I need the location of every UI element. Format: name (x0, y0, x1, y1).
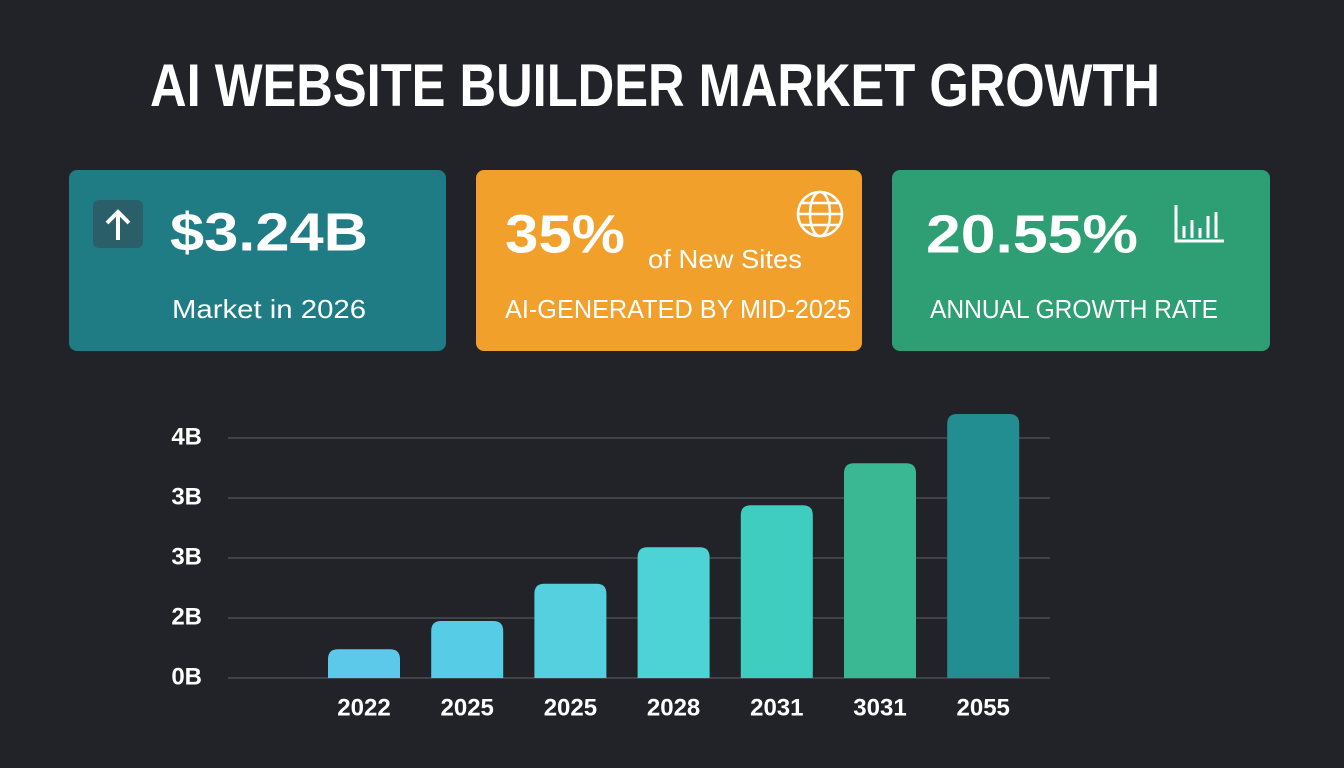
y-tick-label: 4B (171, 423, 202, 450)
globe-icon (796, 190, 844, 238)
x-tick-label: 2022 (337, 694, 390, 721)
chart-icon (1174, 205, 1224, 243)
x-tick-label: 2028 (647, 694, 700, 721)
bar (328, 649, 400, 678)
x-tick-label: 2031 (750, 694, 803, 721)
y-tick-label: 0B (171, 663, 202, 690)
y-tick-label: 2B (171, 603, 202, 630)
card-value: $3.24B (170, 202, 368, 262)
y-tick-label: 3B (171, 483, 202, 510)
x-tick-label: 3031 (853, 694, 906, 721)
card-value: 20.55% (926, 204, 1138, 264)
card-label: AI-GENERATED BY MID-2025 (505, 294, 851, 324)
bar (637, 547, 710, 678)
bar (844, 463, 916, 678)
x-tick-label: 2025 (441, 694, 494, 721)
card-suffix: of New Sites (648, 244, 802, 274)
card-value: 35% (505, 204, 625, 264)
card-label: ANNUAL GROWTH RATE (930, 294, 1218, 324)
card (69, 170, 446, 351)
card-label: Market in 2026 (172, 294, 366, 324)
card (476, 170, 862, 351)
title: AI WEBSITE BUILDER MARKET GROWTH (150, 52, 1160, 119)
x-tick-label: 2055 (957, 694, 1010, 721)
arrow-icon-glyph (105, 209, 131, 240)
bar (947, 414, 1020, 678)
bar (534, 583, 607, 678)
bar (431, 621, 504, 678)
bar (740, 505, 813, 678)
bar-chart: 0B 2B 3B 3B 4B 2022 2025 2025 2028 2031 3031 2055 (171, 414, 1050, 721)
y-tick-label: 3B (171, 543, 202, 570)
x-tick-label: 2025 (544, 694, 597, 721)
